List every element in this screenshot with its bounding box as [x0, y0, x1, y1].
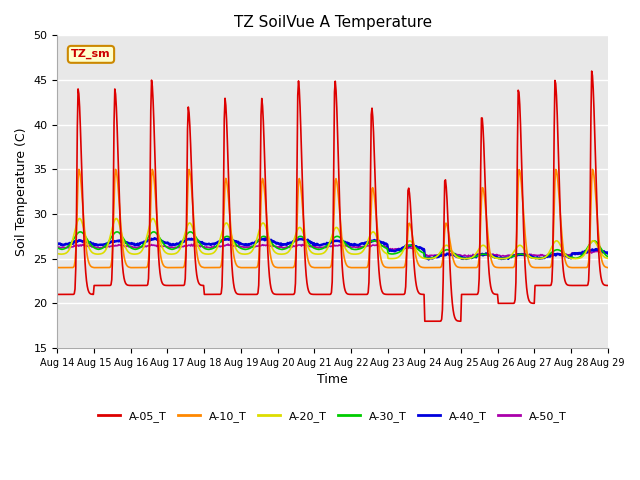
Line: A-20_T: A-20_T	[58, 218, 608, 259]
A-05_T	[120, 275, 128, 281]
Line: A-05_T: A-05_T	[58, 71, 608, 321]
Y-axis label: Soil Temperature (C): Soil Temperature (C)	[15, 127, 28, 256]
A-50_T	[176, 243, 184, 249]
A-40_T	[120, 239, 128, 245]
A-40_T	[63, 241, 71, 247]
A-10_T	[417, 264, 424, 269]
A-20_T	[63, 249, 71, 255]
A-30_T	[206, 246, 214, 252]
A-40_T	[54, 240, 61, 246]
A-20_T	[177, 245, 184, 251]
A-05_T	[63, 291, 71, 297]
A-05_T	[399, 291, 407, 297]
A-50_T	[604, 250, 612, 255]
A-05_T	[415, 290, 423, 296]
A-50_T	[205, 244, 212, 250]
A-20_T	[497, 256, 505, 262]
A-05_T	[604, 283, 612, 288]
A-40_T	[400, 244, 408, 250]
A-20_T	[54, 251, 61, 256]
A-20_T	[206, 251, 214, 257]
Line: A-50_T: A-50_T	[58, 244, 608, 257]
A-30_T	[177, 241, 184, 247]
A-30_T	[77, 229, 84, 235]
A-10_T	[75, 167, 83, 172]
A-30_T	[121, 238, 129, 244]
Title: TZ SoilVue A Temperature: TZ SoilVue A Temperature	[234, 15, 431, 30]
A-10_T	[400, 264, 408, 270]
A-20_T	[417, 253, 424, 259]
Line: A-30_T: A-30_T	[58, 232, 608, 259]
A-40_T	[425, 256, 433, 262]
A-50_T	[464, 254, 472, 260]
A-50_T	[54, 244, 61, 250]
Line: A-10_T: A-10_T	[58, 169, 608, 268]
A-10_T	[206, 265, 214, 271]
A-20_T	[76, 216, 83, 221]
A-30_T	[400, 246, 408, 252]
A-20_T	[121, 242, 129, 248]
A-20_T	[604, 255, 612, 261]
A-30_T	[54, 245, 61, 251]
Line: A-40_T: A-40_T	[58, 238, 608, 259]
A-05_T	[176, 283, 184, 288]
A-50_T	[417, 245, 424, 251]
A-50_T	[400, 246, 408, 252]
A-20_T	[400, 246, 408, 252]
A-05_T	[421, 318, 429, 324]
A-10_T	[54, 265, 61, 271]
A-05_T	[54, 291, 61, 297]
X-axis label: Time: Time	[317, 373, 348, 386]
A-50_T	[120, 243, 128, 249]
A-40_T	[604, 251, 612, 256]
A-30_T	[499, 256, 506, 262]
A-30_T	[63, 244, 71, 250]
A-50_T	[63, 245, 71, 251]
A-10_T	[63, 265, 71, 271]
Legend: A-05_T, A-10_T, A-20_T, A-30_T, A-40_T, A-50_T: A-05_T, A-10_T, A-20_T, A-30_T, A-40_T, …	[93, 407, 572, 427]
A-10_T	[604, 265, 612, 271]
A-10_T	[177, 265, 184, 271]
A-40_T	[206, 241, 214, 247]
A-05_T	[205, 291, 212, 297]
A-30_T	[604, 254, 612, 260]
Text: TZ_sm: TZ_sm	[71, 49, 111, 60]
A-40_T	[177, 239, 184, 245]
A-40_T	[417, 244, 424, 250]
A-40_T	[151, 235, 159, 241]
A-05_T	[588, 68, 595, 74]
A-30_T	[417, 248, 424, 254]
A-10_T	[121, 257, 129, 263]
A-50_T	[224, 241, 232, 247]
